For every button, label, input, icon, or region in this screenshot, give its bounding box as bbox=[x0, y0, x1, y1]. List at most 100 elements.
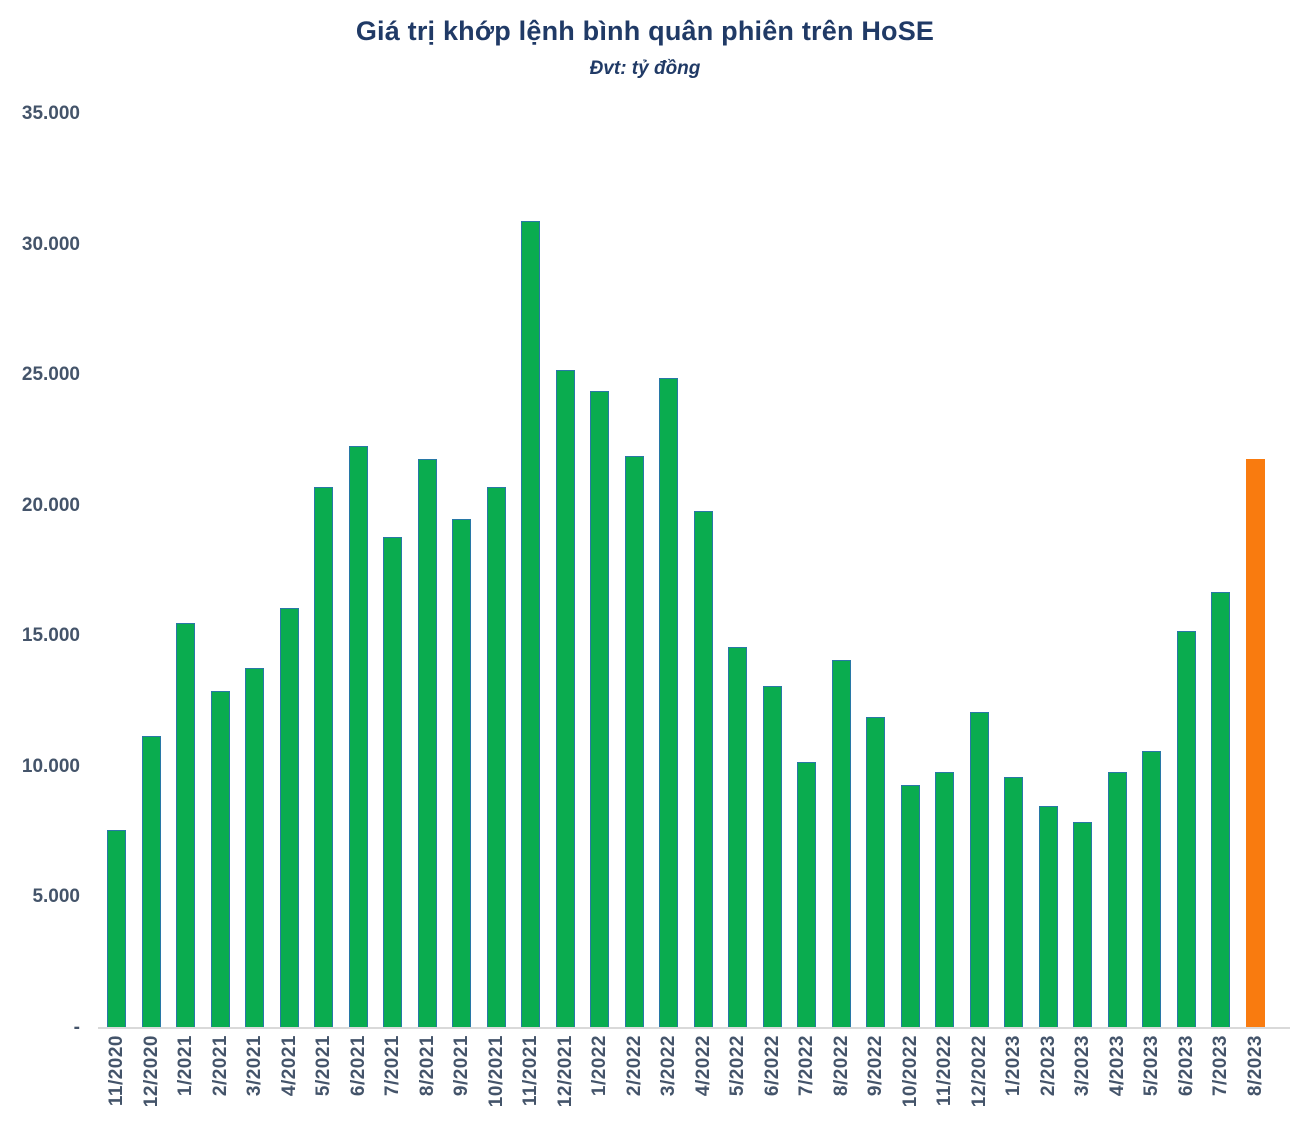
x-label-cell: 3/2023 bbox=[1072, 1035, 1093, 1147]
x-label-cell: 8/2021 bbox=[416, 1035, 438, 1147]
bar-3-2021 bbox=[245, 668, 264, 1028]
y-tick-label: 5.000 bbox=[32, 886, 80, 908]
x-tick-label: 1/2021 bbox=[175, 1035, 196, 1097]
x-label-cell: 7/2022 bbox=[796, 1035, 817, 1147]
x-tick-label: 11/2022 bbox=[934, 1035, 955, 1107]
x-tick-label: 3/2023 bbox=[1072, 1035, 1093, 1097]
x-label-cell: 4/2022 bbox=[692, 1035, 714, 1147]
bar-6-2022 bbox=[762, 686, 782, 1028]
bar-11-2021 bbox=[521, 221, 540, 1028]
x-label-cell: 12/2021 bbox=[554, 1035, 576, 1147]
x-label-cell: 9/2021 bbox=[451, 1035, 472, 1147]
x-tick-label: 11/2020 bbox=[106, 1035, 127, 1107]
x-tick-label: 2/2021 bbox=[209, 1035, 231, 1097]
x-label-cell: 12/2022 bbox=[968, 1035, 990, 1147]
x-tick-label: 4/2022 bbox=[692, 1035, 714, 1097]
x-tick-label: 5/2023 bbox=[1141, 1035, 1162, 1097]
x-axis-labels: 11/2020 12/2020 1/2021 2/2021 3/2021 4/2021 5/… bbox=[100, 1035, 1272, 1147]
x-tick-label: 8/2022 bbox=[830, 1035, 852, 1097]
x-label-cell: 11/2021 bbox=[520, 1035, 541, 1147]
x-label-cell: 8/2023 bbox=[1244, 1035, 1266, 1147]
bar-2-2023 bbox=[1038, 806, 1058, 1028]
x-label-cell: 7/2023 bbox=[1210, 1035, 1231, 1147]
x-tick-label: 4/2021 bbox=[278, 1035, 300, 1097]
bar-7-2022 bbox=[797, 762, 816, 1028]
chart-subtitle: Đvt: tỷ đồng bbox=[589, 58, 701, 79]
x-label-cell: 5/2021 bbox=[313, 1035, 334, 1147]
x-tick-label: 12/2020 bbox=[140, 1035, 162, 1108]
x-tick-label: 6/2022 bbox=[761, 1035, 783, 1097]
x-tick-label: 2/2023 bbox=[1037, 1035, 1059, 1097]
bar-3-2022 bbox=[659, 378, 678, 1028]
bar-9-2022 bbox=[866, 717, 885, 1028]
y-tick-label: 30.000 bbox=[21, 233, 80, 255]
x-label-cell: 5/2022 bbox=[727, 1035, 748, 1147]
bar-1-2022 bbox=[590, 391, 609, 1028]
x-label-cell: 11/2022 bbox=[934, 1035, 955, 1147]
bar-1-2021 bbox=[176, 623, 195, 1028]
x-label-cell: 1/2022 bbox=[589, 1035, 610, 1147]
x-label-cell: 1/2021 bbox=[175, 1035, 196, 1147]
bar-12-2020 bbox=[141, 736, 161, 1028]
x-tick-label: 1/2023 bbox=[1003, 1035, 1024, 1097]
y-tick-label: - bbox=[73, 1017, 80, 1038]
bar-12-2022 bbox=[969, 712, 989, 1028]
bar-5-2021 bbox=[314, 487, 333, 1028]
bar-11-2022 bbox=[935, 772, 954, 1028]
bar-7-2023 bbox=[1211, 592, 1230, 1028]
x-tick-label: 5/2022 bbox=[727, 1035, 748, 1097]
x-tick-label: 8/2021 bbox=[416, 1035, 438, 1097]
x-label-cell: 10/2021 bbox=[485, 1035, 507, 1147]
x-label-cell: 2/2023 bbox=[1037, 1035, 1059, 1147]
x-label-cell: 3/2021 bbox=[244, 1035, 265, 1147]
y-tick-label: 10.000 bbox=[21, 755, 80, 777]
x-label-cell: 8/2022 bbox=[830, 1035, 852, 1147]
x-tick-label: 7/2023 bbox=[1210, 1035, 1231, 1097]
bar-7-2021 bbox=[383, 537, 402, 1028]
x-label-cell: 12/2020 bbox=[140, 1035, 162, 1147]
bar-6-2021 bbox=[348, 446, 368, 1028]
y-axis: 35.000 30.000 25.000 20.000 15.000 10.000 5.00… bbox=[0, 103, 80, 1038]
bar-4-2023 bbox=[1107, 772, 1127, 1028]
x-tick-label: 3/2022 bbox=[658, 1035, 679, 1097]
y-tick-label: 20.000 bbox=[21, 494, 80, 516]
bar-1-2023 bbox=[1004, 777, 1023, 1028]
x-tick-label: 12/2022 bbox=[968, 1035, 990, 1108]
x-tick-label: 4/2023 bbox=[1106, 1035, 1128, 1097]
x-tick-label: 1/2022 bbox=[589, 1035, 610, 1097]
x-label-cell: 9/2022 bbox=[865, 1035, 886, 1147]
bar-8-2022 bbox=[831, 660, 851, 1028]
x-tick-label: 5/2021 bbox=[313, 1035, 334, 1097]
y-tick-label: 35.000 bbox=[21, 103, 80, 124]
x-label-cell: 11/2020 bbox=[106, 1035, 127, 1147]
bar-4-2021 bbox=[279, 608, 299, 1028]
x-tick-label: 7/2021 bbox=[382, 1035, 403, 1097]
x-tick-label: 12/2021 bbox=[554, 1035, 576, 1108]
x-tick-label: 9/2021 bbox=[451, 1035, 472, 1097]
bar-11-2020 bbox=[107, 830, 126, 1028]
x-label-cell: 6/2022 bbox=[761, 1035, 783, 1147]
bar-10-2022 bbox=[900, 785, 920, 1028]
x-tick-label: 9/2022 bbox=[865, 1035, 886, 1097]
y-tick-label: 15.000 bbox=[21, 625, 80, 647]
bar-2-2021 bbox=[210, 691, 230, 1028]
x-label-cell: 3/2022 bbox=[658, 1035, 679, 1147]
bar-3-2023 bbox=[1073, 822, 1092, 1028]
x-tick-label: 2/2022 bbox=[623, 1035, 645, 1097]
chart-title: Giá trị khớp lệnh bình quân phiên trên H… bbox=[355, 16, 935, 46]
x-label-cell: 1/2023 bbox=[1003, 1035, 1024, 1147]
bar-8-2021 bbox=[417, 459, 437, 1028]
bar-12-2021 bbox=[555, 370, 575, 1028]
x-axis-line bbox=[98, 1027, 1290, 1029]
x-label-cell: 10/2022 bbox=[900, 1035, 921, 1147]
bar-4-2022 bbox=[693, 511, 713, 1028]
bar-6-2023 bbox=[1176, 631, 1196, 1028]
x-label-cell: 6/2023 bbox=[1175, 1035, 1197, 1147]
x-label-cell: 2/2022 bbox=[623, 1035, 645, 1147]
x-tick-label: 8/2023 bbox=[1244, 1035, 1266, 1097]
x-tick-label: 11/2021 bbox=[520, 1035, 541, 1107]
x-tick-label: 6/2023 bbox=[1175, 1035, 1197, 1097]
x-tick-label: 10/2021 bbox=[485, 1035, 507, 1108]
x-label-cell: 4/2023 bbox=[1106, 1035, 1128, 1147]
